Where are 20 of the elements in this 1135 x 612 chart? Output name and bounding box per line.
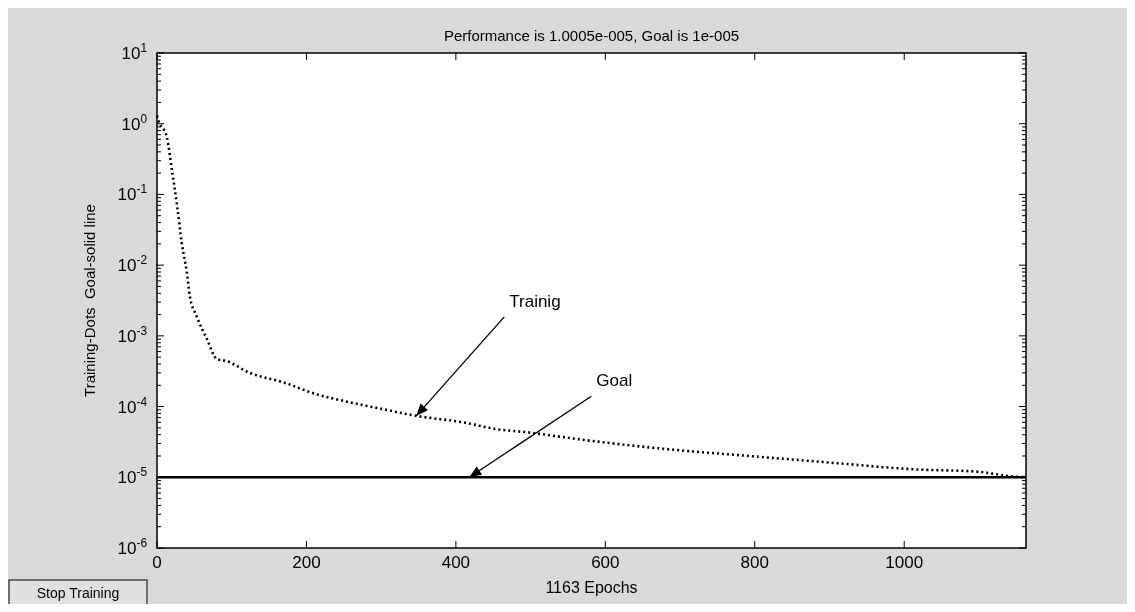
x-tick-label: 600 — [591, 553, 620, 572]
x-tick-label: 0 — [152, 553, 162, 572]
chart-title: Performance is 1.0005e-005, Goal is 1e-005 — [443, 27, 740, 44]
y-tick-label: 10$^{-5}$ — [117, 465, 148, 488]
y-tick-label: 10$^{-3}$ — [117, 323, 148, 346]
x-tick-label: 800 — [740, 553, 769, 572]
y-tick-label: 10$^{-1}$ — [117, 182, 148, 205]
annotation: Goal — [596, 371, 633, 391]
x-tick-label: 1000 — [885, 553, 924, 572]
x-tick-label: 200 — [292, 553, 321, 572]
y-tick-label: 10$^{-4}$ — [117, 394, 148, 417]
button: Stop Training — [8, 579, 148, 604]
x-axis-title: 1163 Epochs — [545, 579, 638, 596]
annotation: Trainig — [509, 291, 561, 311]
y-tick-label: 10$^{-2}$ — [117, 253, 148, 276]
y-axis-title: Training-Dots Goal-solid line — [81, 204, 98, 397]
y-tick-label: 10$^{0}$ — [121, 111, 148, 134]
y-tick-label: 10$^{1}$ — [121, 41, 148, 63]
x-tick-label: 400 — [441, 553, 471, 572]
y-tick-label: 10$^{-6}$ — [117, 536, 148, 558]
